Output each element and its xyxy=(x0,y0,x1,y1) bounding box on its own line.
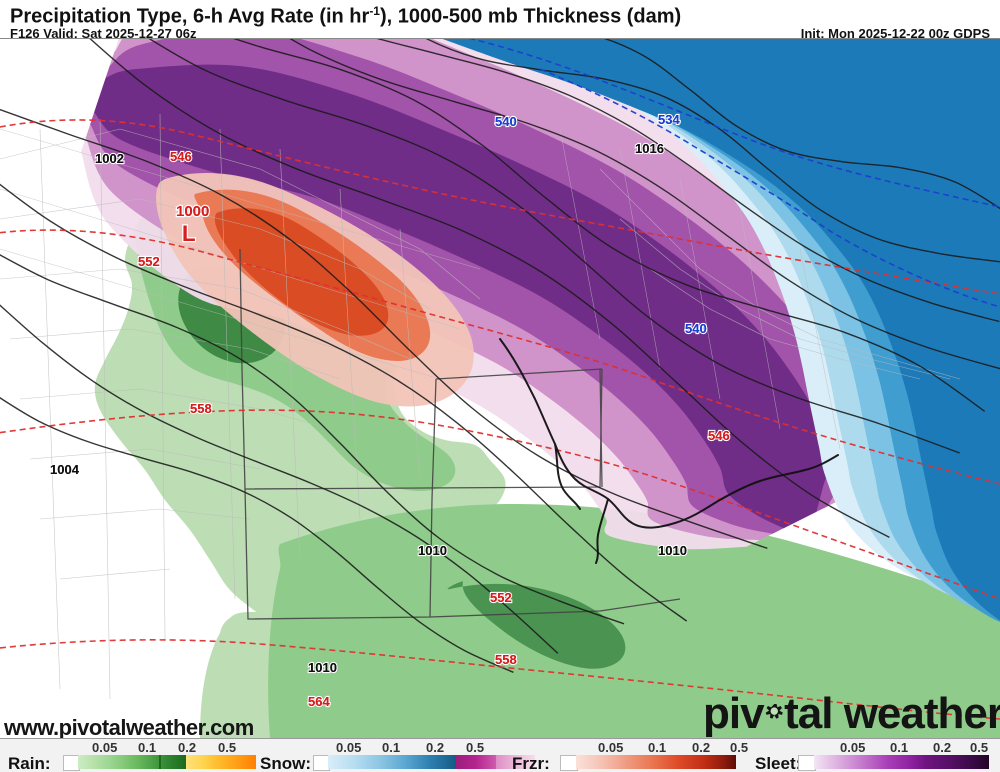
svg-text:L: L xyxy=(182,221,195,246)
svg-text:552: 552 xyxy=(490,590,512,605)
svg-text:1010: 1010 xyxy=(658,543,687,558)
svg-text:552: 552 xyxy=(138,254,160,269)
svg-text:534: 534 xyxy=(658,112,680,127)
svg-text:1010: 1010 xyxy=(308,660,337,675)
svg-text:540: 540 xyxy=(685,321,707,336)
svg-text:540: 540 xyxy=(495,114,517,129)
svg-text:1004: 1004 xyxy=(50,462,80,477)
svg-text:1016: 1016 xyxy=(635,141,664,156)
svg-text:558: 558 xyxy=(190,401,212,416)
svg-text:1000: 1000 xyxy=(176,203,209,220)
svg-text:1010: 1010 xyxy=(418,543,447,558)
svg-text:564: 564 xyxy=(308,694,330,709)
svg-text:558: 558 xyxy=(495,652,517,667)
svg-text:1002: 1002 xyxy=(95,151,124,166)
svg-text:546: 546 xyxy=(170,149,192,164)
svg-text:546: 546 xyxy=(708,428,730,443)
